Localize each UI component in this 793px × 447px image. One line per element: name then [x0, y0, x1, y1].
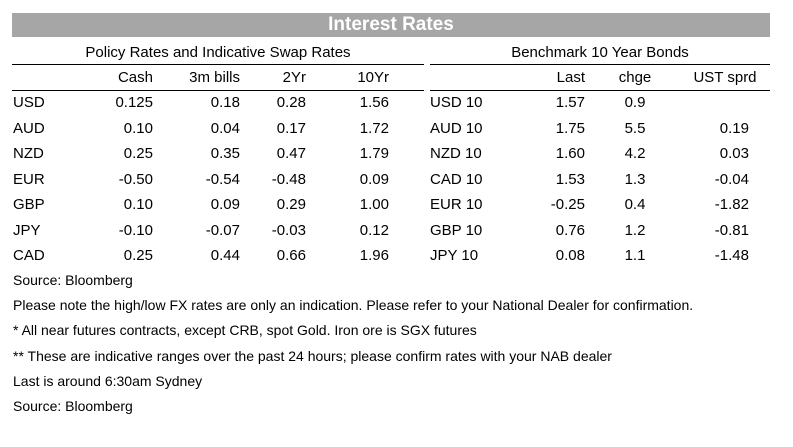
- policy-header-divider: [12, 90, 424, 91]
- rate-value: -0.07: [205, 221, 240, 239]
- column-header: Last: [556, 69, 585, 86]
- column-header: 3m bills: [189, 69, 240, 86]
- footnote: * All near futures contracts, except CRB…: [13, 322, 477, 339]
- ust-spread: -0.81: [714, 221, 749, 239]
- rate-value: 0.10: [123, 119, 153, 137]
- rate-value: 0.66: [276, 247, 306, 264]
- rate-value: 0.09: [359, 170, 389, 188]
- column-header: Cash: [117, 69, 153, 86]
- bond-yield: 1.75: [555, 119, 585, 137]
- ust-spread: -0.04: [714, 170, 749, 188]
- policy-rates-heading: Policy Rates and Indicative Swap Rates: [85, 44, 351, 61]
- ust-spread: 0.03: [719, 145, 749, 162]
- source-note: Source: Bloomberg: [13, 398, 133, 414]
- rate-value: 0.10: [123, 196, 153, 213]
- rate-value: -0.50: [118, 170, 153, 188]
- rate-value: 0.35: [210, 145, 240, 162]
- bond-change: 4.2: [624, 145, 646, 162]
- row-label: JPY 10: [430, 247, 479, 264]
- footnote: Last is around 6:30am Sydney: [13, 372, 203, 389]
- row-label: AUD 10: [430, 119, 483, 137]
- bonds-heading: Benchmark 10 Year Bonds: [511, 44, 689, 61]
- row-label: EUR 10: [430, 196, 483, 213]
- row-label: CAD: [13, 247, 45, 264]
- bond-yield: 1.60: [555, 145, 585, 162]
- row-label: CAD 10: [430, 170, 483, 188]
- rate-value: 0.25: [123, 145, 153, 162]
- row-label: AUD: [13, 119, 45, 137]
- bond-yield: 0.08: [555, 247, 585, 264]
- bond-change: 5.5: [624, 119, 646, 137]
- column-header: chge: [618, 69, 652, 86]
- row-label: GBP 10: [430, 221, 483, 239]
- rate-value: -0.10: [118, 221, 153, 239]
- row-label: NZD 10: [430, 145, 482, 162]
- rate-value: 1.00: [359, 196, 389, 213]
- rate-value: 0.25: [123, 247, 153, 264]
- bond-yield: 0.76: [555, 221, 585, 239]
- page-title: Interest Rates: [12, 13, 770, 37]
- bond-change: 1.1: [624, 247, 646, 264]
- bond-yield: -0.25: [550, 196, 585, 213]
- footnote: Please note the high/low FX rates are on…: [13, 297, 694, 314]
- row-label: EUR: [13, 170, 45, 188]
- bond-change: 1.3: [624, 170, 646, 188]
- rate-value: 0.47: [276, 145, 306, 162]
- row-label: JPY: [13, 221, 41, 239]
- rate-value: 0.09: [210, 196, 240, 213]
- rate-value: 1.72: [359, 119, 389, 137]
- rate-value: 1.79: [359, 145, 389, 162]
- row-label: GBP: [13, 196, 45, 213]
- policy-heading-divider: [12, 64, 424, 65]
- rate-value: -0.54: [205, 170, 240, 188]
- bond-yield: 1.57: [555, 94, 585, 111]
- rate-value: 0.04: [210, 119, 240, 137]
- bond-change: 1.2: [624, 221, 646, 239]
- rate-value: 1.56: [359, 94, 389, 111]
- column-header: UST sprd: [693, 69, 757, 86]
- column-header: 2Yr: [282, 69, 306, 86]
- column-header: 10Yr: [357, 69, 389, 86]
- rate-value: 0.12: [359, 221, 389, 239]
- rate-value: 0.44: [210, 247, 240, 264]
- bond-yield: 1.53: [555, 170, 585, 188]
- footnote: ** These are indicative ranges over the …: [13, 347, 612, 364]
- bonds-header-divider: [430, 90, 770, 91]
- row-label: USD 10: [430, 94, 483, 111]
- rate-value: 1.96: [359, 247, 389, 264]
- ust-spread: 0.19: [719, 119, 749, 137]
- ust-spread: -1.48: [714, 247, 749, 264]
- rate-value: 0.17: [276, 119, 306, 137]
- bond-change: 0.4: [624, 196, 646, 213]
- rate-value: -0.03: [271, 221, 306, 239]
- rate-value: 0.29: [276, 196, 306, 213]
- rate-value: -0.48: [271, 170, 306, 188]
- row-label: USD: [13, 94, 45, 111]
- rate-value: 0.18: [210, 94, 240, 111]
- source-note: Source: Bloomberg: [13, 272, 133, 288]
- ust-spread: -1.82: [714, 196, 749, 213]
- bond-change: 0.9: [624, 94, 646, 111]
- rate-value: 0.125: [115, 94, 153, 111]
- bonds-heading-divider: [430, 64, 770, 65]
- rate-value: 0.28: [276, 94, 306, 111]
- row-label: NZD: [13, 145, 44, 162]
